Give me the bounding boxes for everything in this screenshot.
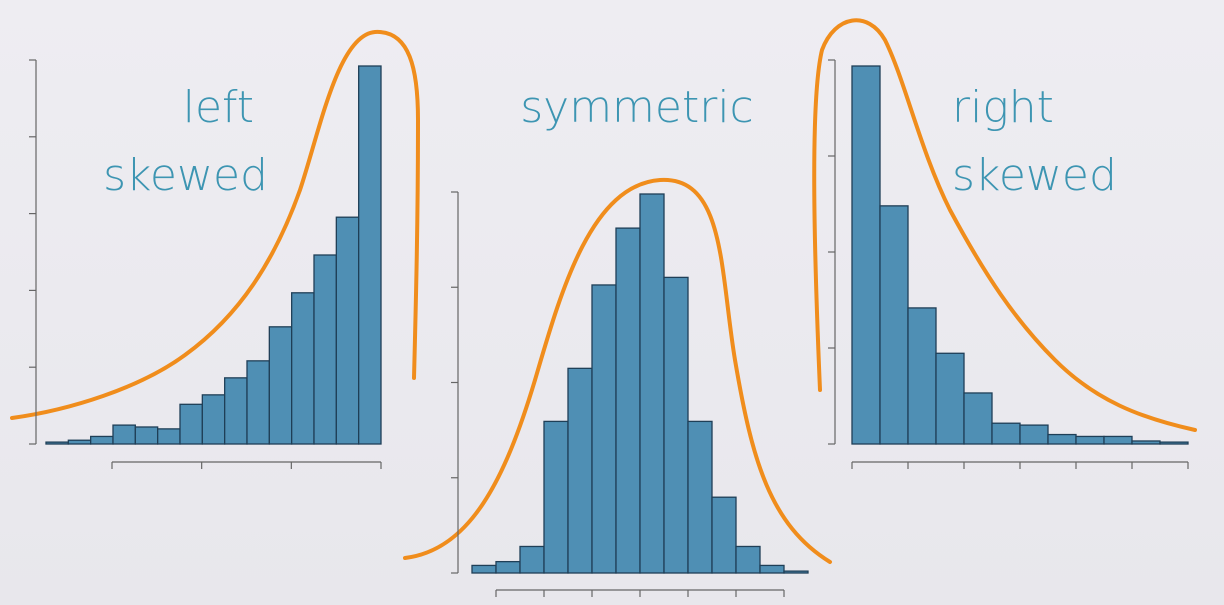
left-skewed-bar	[90, 435, 114, 445]
left-skewed-bar	[313, 254, 337, 445]
symmetric-label: symmetric	[520, 82, 754, 133]
right-skewed-label-line1: right	[952, 82, 1054, 133]
symmetric-bar	[543, 420, 569, 574]
right-skewed-panel: right skewed	[812, 18, 1197, 469]
symmetric-bar	[591, 284, 617, 574]
left-skewed-bar	[134, 426, 159, 445]
left-skewed-bar	[201, 394, 226, 445]
symmetric-bar	[735, 545, 761, 574]
symmetric-bar	[783, 570, 809, 574]
left-skewed-bar	[335, 216, 360, 445]
left-skewed-bar	[112, 424, 136, 445]
symmetric-bar	[495, 560, 521, 574]
symmetric-bar	[759, 564, 785, 574]
right-skewed-bar	[879, 205, 909, 445]
right-skewed-x-axis	[851, 461, 1189, 469]
left-skewed-label-line1: left	[183, 82, 254, 133]
left-skewed-y-axis	[29, 59, 37, 445]
right-skewed-bar	[1075, 435, 1105, 445]
left-skewed-bar	[291, 292, 315, 445]
left-skewed-bar	[268, 326, 293, 445]
right-skewed-bar	[1103, 435, 1133, 445]
left-skewed-x-axis	[111, 461, 382, 469]
symmetric-bar	[471, 564, 497, 574]
right-skewed-bar	[935, 352, 965, 445]
symmetric-bars	[471, 193, 809, 574]
right-skewed-bar	[991, 422, 1021, 445]
left-skewed-bars	[45, 65, 382, 445]
left-skewed-bar	[246, 360, 270, 445]
symmetric-bar	[615, 227, 641, 574]
symmetric-curve	[403, 177, 832, 564]
symmetric-bar	[567, 367, 593, 574]
right-skewed-label-line2: skewed	[952, 150, 1117, 201]
right-skewed-curve	[812, 18, 1197, 432]
right-skewed-bar	[1131, 440, 1161, 445]
right-skewed-label: right skewed	[952, 82, 1117, 201]
right-skewed-bar	[1047, 433, 1077, 445]
right-skewed-bar	[1159, 441, 1189, 445]
right-skewed-bar	[907, 307, 937, 445]
left-skewed-label: left skewed	[103, 82, 268, 201]
left-skewed-bar	[358, 65, 382, 445]
symmetric-bar	[639, 193, 665, 574]
symmetric-y-axis	[451, 191, 459, 574]
left-skewed-bar	[45, 441, 69, 445]
symmetric-bar	[687, 420, 713, 574]
symmetric-label-line1: symmetric	[520, 82, 754, 133]
right-skewed-bar	[1019, 424, 1049, 445]
symmetric-panel: symmetric	[403, 82, 832, 597]
left-skewed-label-line2: skewed	[103, 150, 268, 201]
left-skewed-bar	[179, 403, 203, 445]
left-skewed-bar	[67, 439, 92, 445]
symmetric-bar	[519, 545, 545, 574]
right-skewed-bar	[851, 65, 881, 445]
left-skewed-bar	[157, 428, 181, 445]
left-skewed-bar	[224, 377, 248, 445]
left-skewed-panel: left skewed	[10, 29, 420, 469]
symmetric-bar	[711, 496, 737, 574]
right-skewed-bars	[851, 65, 1189, 445]
right-skewed-y-axis	[828, 59, 836, 445]
symmetric-x-axis	[495, 589, 785, 597]
right-skewed-bar	[963, 392, 993, 445]
left-skewed-curve	[10, 29, 420, 420]
symmetric-bar	[663, 276, 689, 574]
